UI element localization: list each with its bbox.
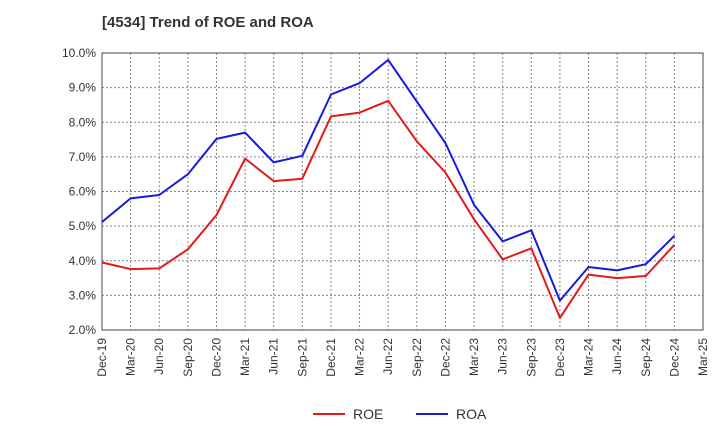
x-tick-label: Jun-23: [496, 338, 510, 375]
x-tick-label: Sep-24: [639, 338, 653, 377]
y-tick-label: 6.0%: [69, 185, 97, 199]
y-tick-label: 3.0%: [69, 288, 97, 302]
plot-border: [101, 52, 704, 331]
x-tick-label: Jun-22: [381, 338, 395, 375]
x-tick-label: Jun-24: [610, 338, 624, 375]
x-tick-label: Sep-23: [524, 338, 538, 377]
chart-title: [4534] Trend of ROE and ROA: [102, 14, 314, 31]
x-tick-label: Sep-20: [181, 338, 195, 377]
y-tick-label: 2.0%: [69, 323, 97, 337]
series-line-roa: [101, 58, 676, 302]
x-tick-label: Mar-22: [353, 338, 367, 376]
x-tick-label: Mar-20: [124, 338, 138, 376]
x-tick-label: Mar-24: [582, 338, 596, 376]
x-tick-label: Mar-21: [238, 338, 252, 376]
x-tick-label: Sep-21: [295, 338, 309, 377]
y-tick-label: 4.0%: [69, 254, 97, 268]
x-tick-label: Jun-20: [152, 338, 166, 375]
x-tick-label: Dec-24: [667, 338, 681, 377]
x-tick-label: Dec-23: [553, 338, 567, 377]
y-tick-label: 10.0%: [62, 46, 96, 60]
y-tick-label: 8.0%: [69, 115, 97, 129]
x-tick-label: Dec-21: [324, 338, 338, 377]
y-tick-label: 9.0%: [69, 81, 97, 95]
x-tick-label: Mar-25: [696, 338, 710, 376]
y-tick-label: 5.0%: [69, 219, 97, 233]
x-tick-label: Mar-23: [467, 338, 481, 376]
x-tick-label: Dec-20: [209, 338, 223, 377]
legend-label-roa: ROA: [456, 406, 487, 422]
x-tick-label: Dec-19: [95, 338, 109, 377]
x-tick-label: Sep-22: [410, 338, 424, 377]
legend-label-roe: ROE: [353, 406, 383, 422]
x-tick-label: Dec-22: [438, 338, 452, 377]
series-line-roe: [101, 99, 676, 319]
y-tick-label: 7.0%: [69, 150, 97, 164]
x-tick-label: Jun-21: [267, 338, 281, 375]
